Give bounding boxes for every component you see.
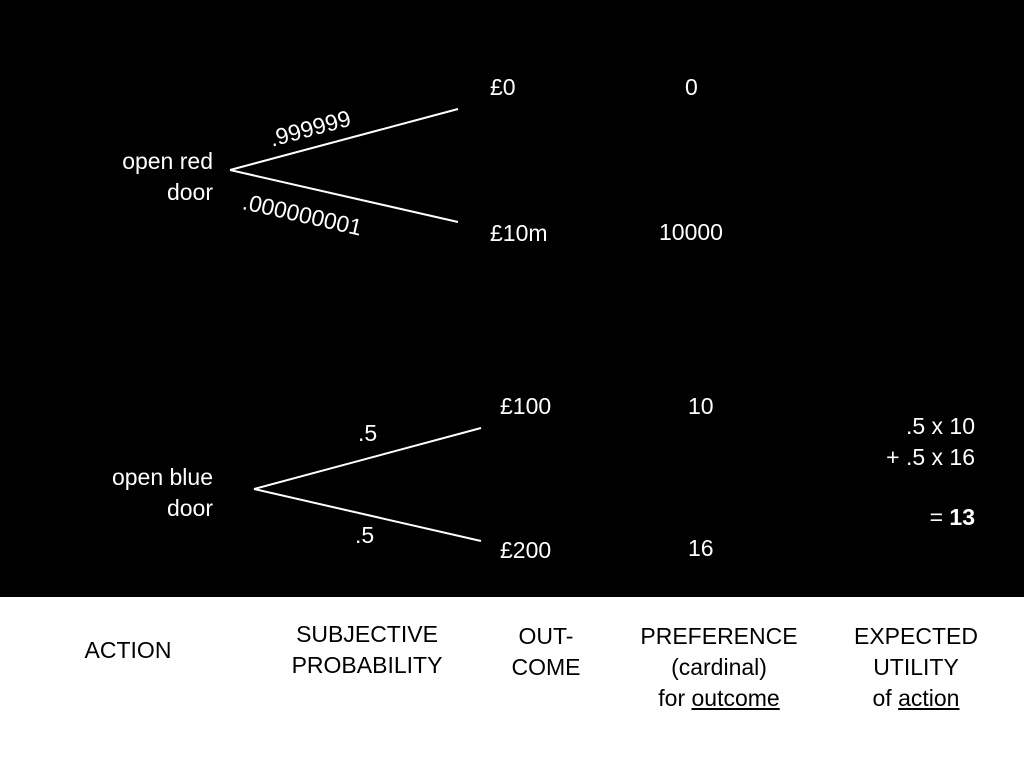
legend-action: ACTION bbox=[84, 637, 172, 663]
expected-utility-calculation: .5 x 10 + .5 x 16 = 13 bbox=[886, 411, 975, 533]
red-door-lower-outcome: £10m bbox=[490, 220, 548, 246]
blue-door-upper-preference: 10 bbox=[688, 393, 714, 419]
column-legend: ACTION SUBJECTIVE PROBABILITY OUT- COME … bbox=[0, 597, 1024, 768]
red-door-lower-preference: 10000 bbox=[659, 219, 723, 245]
red-door-action-label: open red door bbox=[122, 148, 213, 205]
red-door-upper-outcome: £0 bbox=[490, 74, 516, 100]
blue-door-upper-outcome: £100 bbox=[500, 393, 552, 419]
legend-subjective-probability: SUBJECTIVE PROBABILITY bbox=[291, 621, 443, 678]
blue-door-lower-branch bbox=[253, 488, 482, 542]
red-door-lower-branch bbox=[229, 169, 459, 223]
blue-door-lower-probability: .5 bbox=[355, 522, 375, 548]
blue-door-lower-outcome: £200 bbox=[500, 537, 552, 563]
decision-tree-panel: open red door .999999 .000000001 £0 £10m… bbox=[0, 0, 1024, 597]
legend-expected-utility: EXPECTED UTILITY of action bbox=[854, 623, 978, 711]
red-door-upper-branch bbox=[229, 108, 459, 171]
blue-door-lower-preference: 16 bbox=[688, 535, 714, 561]
blue-door-upper-branch bbox=[253, 427, 482, 490]
decision-tree-lines bbox=[229, 108, 482, 542]
blue-door-action-label: open blue door bbox=[111, 464, 213, 521]
blue-door-upper-probability: .5 bbox=[358, 420, 378, 446]
expected-utility-result: = 13 bbox=[929, 504, 975, 530]
legend-outcome: OUT- COME bbox=[511, 623, 581, 680]
red-door-upper-preference: 0 bbox=[685, 74, 698, 100]
legend-preference: PREFERENCE (cardinal) for outcome bbox=[640, 623, 798, 711]
